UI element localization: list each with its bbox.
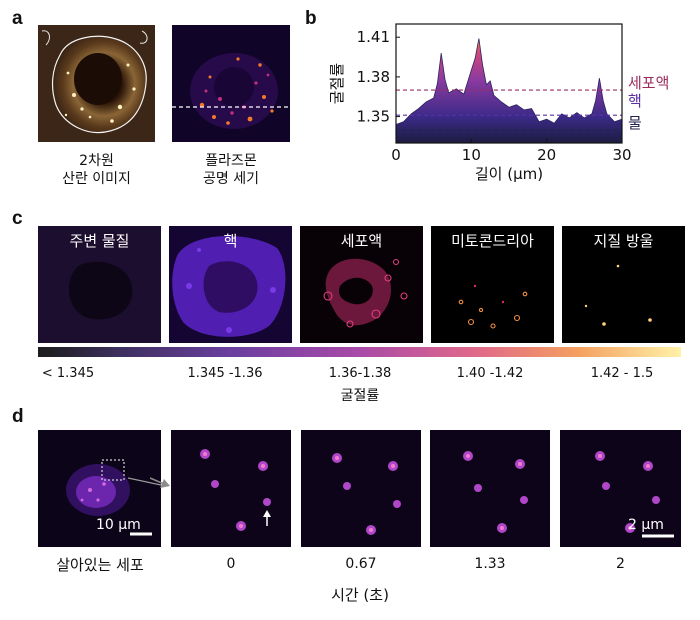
tile-lipid-droplets-graphic — [562, 226, 685, 343]
plasmon-caption-line1: 플라즈몬 — [205, 153, 257, 169]
plasmon-intensity-image — [172, 25, 290, 142]
y-tick-label-0: 1.35 — [357, 108, 390, 126]
tile-lipid-droplets — [562, 226, 685, 343]
scale-bar-label-large: 10 μm — [96, 517, 141, 533]
time-frame-1 — [171, 430, 291, 547]
panel-a-label: a — [12, 8, 23, 29]
scattering-caption-line1: 2차원 — [79, 153, 114, 169]
y-tick-label-1: 1.38 — [357, 68, 390, 86]
time-axis-label: 시간 (초) — [331, 586, 389, 604]
live-cell-image — [38, 430, 161, 547]
scale-bar-label-small: 2 μm — [628, 517, 664, 533]
tile-label-surrounding: 주변 물질 — [69, 232, 130, 250]
plasmon-caption: 플라즈몬 공명 세기 — [172, 152, 290, 188]
tile-nucleus-graphic — [169, 226, 292, 343]
tile-mitochondria — [431, 226, 554, 343]
tile-label-mitochondria: 미토콘드리아 — [451, 232, 534, 250]
panel-b-label: b — [305, 8, 317, 29]
time-label-0: 0 — [226, 556, 236, 572]
tile-cytosol-graphic — [300, 226, 423, 343]
colorbar-tick-2: 1.345 -1.36 — [187, 366, 263, 381]
x-tick-label-3: 30 — [612, 146, 631, 164]
plot-frame — [395, 23, 623, 144]
x-tick-label-2: 20 — [537, 146, 556, 164]
level-label-3: 물 — [628, 114, 642, 132]
panel-c-label: c — [12, 208, 23, 229]
scattering-cell-graphic — [38, 25, 155, 142]
scattering-caption-line2: 산란 이미지 — [62, 171, 131, 187]
x-tick-label-1: 10 — [462, 146, 481, 164]
tile-nucleus — [169, 226, 292, 343]
tile-surrounding-graphic — [38, 226, 161, 343]
time-label-1: 0.67 — [345, 556, 377, 572]
zoom-arrow-icon — [150, 477, 170, 488]
scattering-image — [38, 25, 155, 142]
y-tick-label-2: 1.41 — [357, 28, 390, 46]
time-label-3: 2 — [616, 556, 625, 572]
scattering-caption: 2차원 산란 이미지 — [38, 152, 155, 188]
colorbar-tick-3: 1.36-1.38 — [328, 366, 392, 381]
tile-surrounding — [38, 226, 161, 343]
colorbar-tick-5: 1.42 - 1.5 — [590, 366, 654, 381]
colorbar — [38, 347, 681, 357]
tile-cytosol — [300, 226, 423, 343]
colorbar-tick-4: 1.40 -1.42 — [456, 366, 524, 381]
x-axis-label: 길이 (μm) — [475, 165, 543, 183]
tile-mitochondria-graphic — [431, 226, 554, 343]
time-frame-3 — [430, 430, 550, 547]
time-label-2: 1.33 — [474, 556, 506, 572]
colorbar-axis-label: 굴절률 — [340, 388, 380, 404]
panel-d-label: d — [12, 406, 24, 427]
y-axis-label: 굴절률 — [328, 63, 346, 105]
tile-label-cytosol: 세포액 — [340, 232, 383, 250]
live-cell-graphic — [38, 430, 161, 547]
level-label-2: 핵 — [628, 92, 642, 110]
time-frame-1-graphic — [171, 430, 291, 547]
profile-area — [395, 38, 623, 144]
time-frame-4 — [560, 430, 681, 547]
colorbar-tick-1: < 1.345 — [41, 366, 95, 381]
tile-label-nucleus: 핵 — [223, 232, 238, 250]
time-frame-2 — [301, 430, 421, 547]
time-frame-3-graphic — [430, 430, 550, 547]
x-tick-label-0: 0 — [391, 146, 401, 164]
tile-label-lipid-droplets: 지질 방울 — [593, 232, 654, 250]
plasmon-intensity-graphic — [172, 25, 290, 142]
live-cell-caption: 살아있는 세포 — [56, 556, 144, 574]
level-label-1: 세포액 — [628, 74, 669, 92]
plasmon-caption-line2: 공명 세기 — [203, 171, 259, 187]
time-frame-2-graphic — [301, 430, 421, 547]
time-frame-4-graphic — [560, 430, 681, 547]
